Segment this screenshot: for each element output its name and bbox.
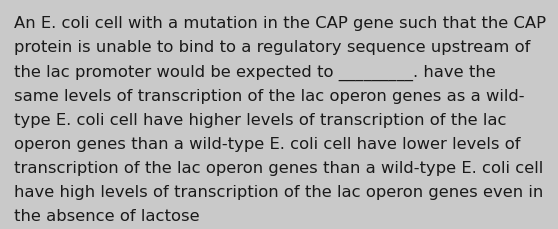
Text: An E. coli cell with a mutation in the CAP gene such that the CAP: An E. coli cell with a mutation in the C… xyxy=(14,16,546,31)
Text: the absence of lactose: the absence of lactose xyxy=(14,208,200,223)
Text: operon genes than a wild-type E. coli cell have lower levels of: operon genes than a wild-type E. coli ce… xyxy=(14,136,521,151)
Text: the lac promoter would be expected to _________. have the: the lac promoter would be expected to __… xyxy=(14,64,496,80)
Text: transcription of the lac operon genes than a wild-type E. coli cell: transcription of the lac operon genes th… xyxy=(14,160,543,175)
Text: same levels of transcription of the lac operon genes as a wild-: same levels of transcription of the lac … xyxy=(14,88,525,103)
Text: have high levels of transcription of the lac operon genes even in: have high levels of transcription of the… xyxy=(14,184,543,199)
Text: protein is unable to bind to a regulatory sequence upstream of: protein is unable to bind to a regulator… xyxy=(14,40,530,55)
Text: type E. coli cell have higher levels of transcription of the lac: type E. coli cell have higher levels of … xyxy=(14,112,507,127)
